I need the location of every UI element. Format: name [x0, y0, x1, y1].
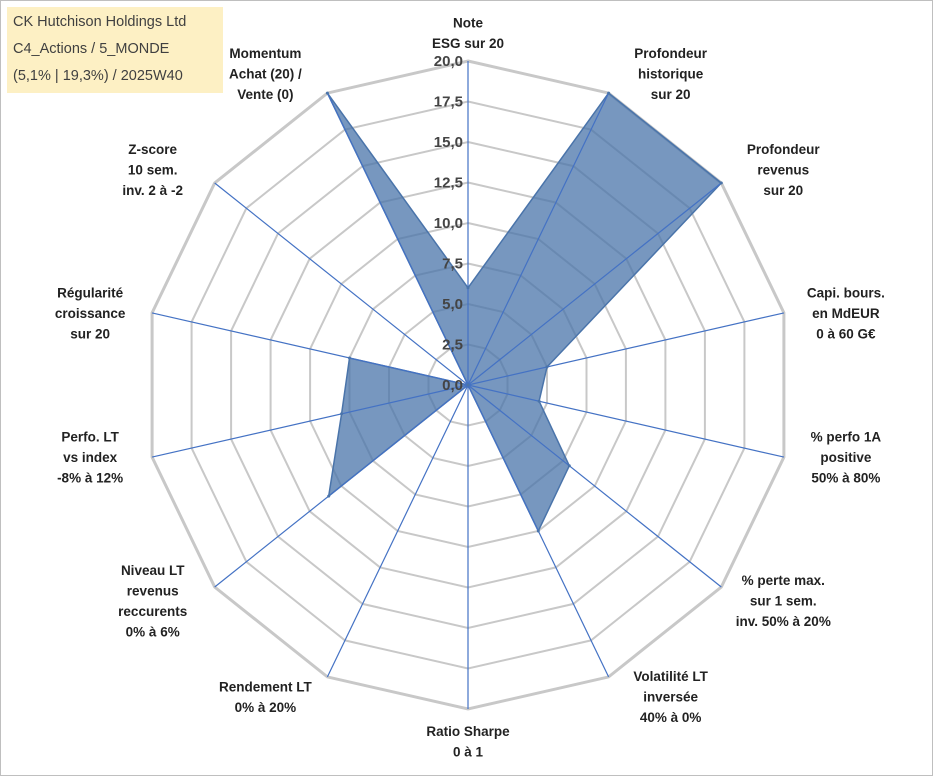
axis-label-line: 40% à 0% — [640, 710, 702, 725]
axis-label: Ratio Sharpe 0 à 1 — [426, 724, 510, 760]
tick-label: 5,0 — [442, 296, 463, 313]
data-point — [545, 365, 549, 369]
axis-label: Régularité croissance sur 20 — [55, 285, 126, 341]
axis-spoke — [467, 384, 722, 588]
axis-label-line: Note — [453, 16, 483, 31]
tick-label: 7,5 — [442, 256, 463, 273]
axis-label: Note ESG sur 20 — [432, 16, 504, 52]
axis-label-line: Vente (0) — [237, 87, 293, 102]
data-point — [466, 383, 470, 387]
axis-label-line: reccurents — [118, 604, 187, 619]
data-point — [340, 412, 344, 416]
axis-label-line: Capi. bours. — [807, 285, 885, 300]
axis-label-line: Niveau LT — [121, 563, 185, 578]
axis-label: Niveau LT revenus reccurents 0% à 6% — [118, 563, 187, 640]
tick-label: 10,0 — [434, 215, 463, 232]
axis-spoke — [214, 182, 469, 386]
title-box: CK Hutchison Holdings Ltd C4_Actions / 5… — [7, 7, 223, 93]
data-point — [536, 529, 540, 533]
axis-label-line: 0 à 1 — [453, 745, 484, 760]
axis-label-line: inversée — [643, 690, 698, 705]
axis-label-line: Volatilité LT — [633, 669, 708, 684]
axis-spoke — [467, 92, 610, 386]
axis-label: % perfo 1A positive 50% à 80% — [811, 430, 882, 486]
axis-label: Capi. bours. en MdEUR 0 à 60 G€ — [807, 285, 885, 341]
axis-label-line: ESG sur 20 — [432, 36, 504, 51]
axis-label-line: % perte max. — [742, 573, 825, 588]
axis-label-line: Achat (20) / — [229, 66, 302, 81]
axis-label: Volatilité LT inversée 40% à 0% — [633, 669, 708, 725]
axis-label-line: 0% à 20% — [235, 700, 297, 715]
axis-label-line: Z-score — [128, 142, 177, 157]
axis-spoke — [326, 92, 469, 386]
axis-label-line: Rendement LT — [219, 680, 313, 695]
axis-label-line: historique — [638, 66, 704, 81]
tick-label: 12,5 — [434, 175, 463, 192]
axis-label-line: Perfo. LT — [61, 430, 119, 445]
axis-label-line: croissance — [55, 306, 126, 321]
data-point — [327, 494, 331, 498]
axis-label-line: sur 1 sem. — [750, 594, 817, 609]
axis-label: Perfo. LT vs index -8% à 12% — [57, 430, 123, 486]
axis-label-line: en MdEUR — [812, 306, 880, 321]
data-point — [325, 91, 329, 95]
axis-label-line: 0% à 6% — [126, 625, 180, 640]
axis-label: % perte max. sur 1 sem. inv. 50% à 20% — [736, 573, 831, 629]
axis-label-line: Profondeur — [634, 46, 707, 61]
data-point — [348, 356, 351, 360]
axis-label-line: 0 à 60 G€ — [816, 326, 876, 341]
axis-spoke — [151, 384, 469, 458]
title-company: CK Hutchison Holdings Ltd — [13, 14, 187, 30]
tick-label: 15,0 — [434, 134, 463, 151]
axis-label-line: sur 20 — [763, 183, 803, 198]
axis-label-line: positive — [820, 450, 872, 465]
axis-label: Profondeur revenus sur 20 — [747, 142, 820, 198]
axis-spoke — [467, 312, 785, 386]
axis-label-line: Profondeur — [747, 142, 820, 157]
axis-spoke — [467, 182, 722, 386]
axis-label-line: 50% à 80% — [811, 471, 880, 486]
axis-label: Momentum Achat (20) / Vente (0) — [229, 46, 302, 102]
data-point — [567, 464, 571, 468]
axis-label-line: inv. 2 à -2 — [122, 183, 183, 198]
axis-label-line: revenus — [127, 584, 179, 599]
data-point — [719, 181, 723, 185]
tick-label: 20,0 — [434, 53, 463, 70]
tick-label: 0,0 — [442, 377, 463, 394]
data-point — [466, 286, 470, 290]
axis-label-line: % perfo 1A — [811, 430, 882, 445]
axis-spoke — [151, 312, 469, 386]
axis-label-line: Momentum — [229, 46, 301, 61]
axis-label-line: -8% à 12% — [57, 471, 123, 486]
axis-label: Z-score 10 sem. inv. 2 à -2 — [122, 142, 183, 198]
axis-label-line: Régularité — [57, 285, 124, 300]
axis-label-line: Ratio Sharpe — [426, 724, 510, 739]
axis-label-line: sur 20 — [70, 326, 110, 341]
axis-label-line: vs index — [63, 450, 118, 465]
axis-spoke — [326, 384, 469, 678]
axis-label-line: revenus — [757, 162, 809, 177]
axis-label: Profondeur historique sur 20 — [634, 46, 707, 102]
data-series-area — [326, 92, 723, 533]
tick-label: 17,5 — [434, 94, 463, 111]
axis-label-line: sur 20 — [651, 87, 691, 102]
axis-label-line: 10 sem. — [128, 162, 178, 177]
axis-spoke — [467, 384, 785, 458]
axis-spoke — [214, 384, 469, 588]
title-category: C4_Actions / 5_MONDE — [13, 41, 170, 57]
axis-label-line: inv. 50% à 20% — [736, 614, 831, 629]
axis-label: Rendement LT 0% à 20% — [219, 680, 313, 716]
tick-label: 2,5 — [442, 337, 463, 354]
title-stats: (5,1% | 19,3%) / 2025W40 — [13, 68, 183, 84]
data-point — [537, 399, 541, 403]
data-point — [607, 91, 611, 95]
